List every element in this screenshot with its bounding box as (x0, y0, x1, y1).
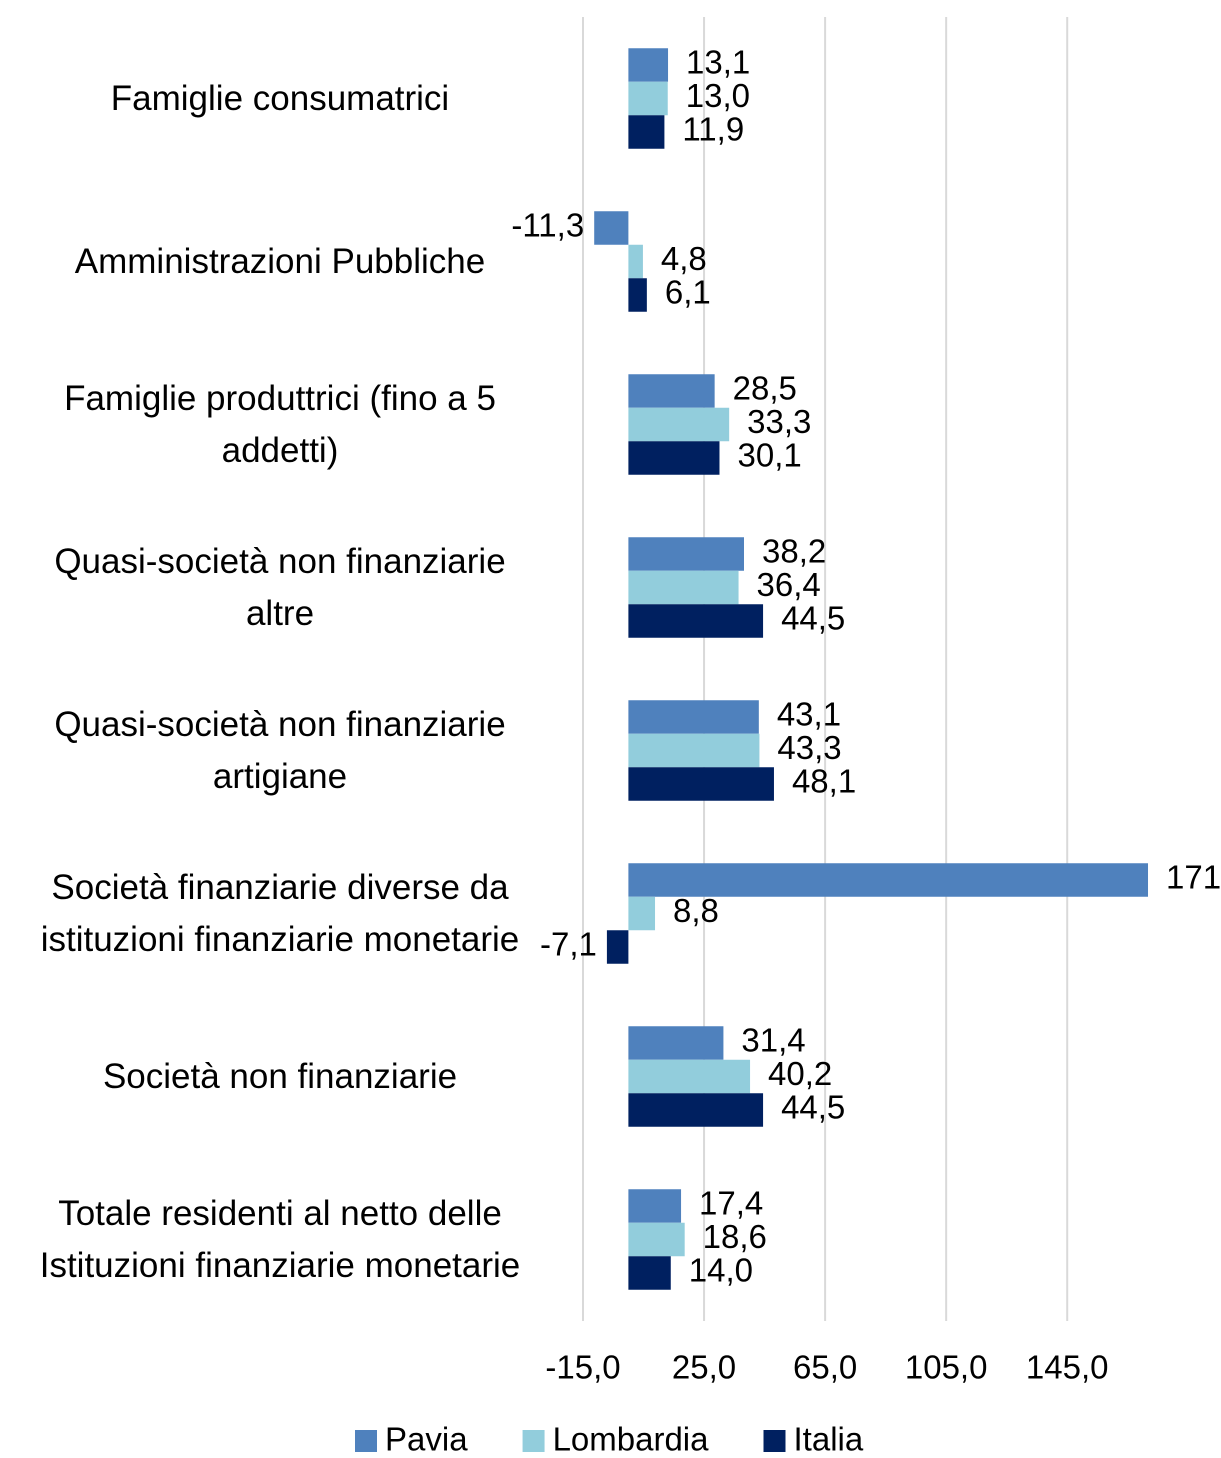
legend-swatch (522, 1430, 545, 1452)
category-label: Totale residenti al netto delle Istituzi… (39, 1193, 521, 1285)
data-label: 13,0 (686, 77, 750, 114)
x-tick-label: 145,0 (1026, 1349, 1109, 1386)
bar (628, 374, 715, 408)
category-label: Amministrazioni Pubbliche (74, 241, 486, 281)
bar (628, 115, 665, 149)
data-label: 44,5 (781, 600, 845, 637)
legend-label: Pavia (385, 1421, 468, 1458)
data-label: 28,5 (733, 370, 797, 407)
bar (628, 537, 744, 571)
data-label: 44,5 (781, 1089, 845, 1126)
data-label: 4,8 (661, 240, 707, 277)
bar (628, 81, 668, 116)
data-label: 33,3 (747, 403, 811, 440)
data-label: 43,3 (777, 729, 841, 766)
data-label: 6,1 (665, 274, 711, 311)
data-label: 31,4 (741, 1022, 805, 1059)
data-label: 36,4 (757, 566, 821, 603)
legend-label: Lombardia (553, 1421, 710, 1458)
data-label: 11,9 (682, 111, 744, 148)
legend-label: Italia (794, 1421, 864, 1458)
category-label: Famiglie produttrici (fino a 5 addetti) (64, 378, 496, 470)
bar (628, 441, 720, 475)
category-label: Famiglie consumatrici (110, 78, 450, 118)
bar (628, 570, 739, 605)
data-label: 43,1 (777, 696, 841, 733)
data-label: 40,2 (768, 1055, 832, 1092)
bar (628, 1059, 751, 1094)
data-label: 8,8 (673, 892, 719, 929)
bar (628, 733, 760, 768)
x-tick-label: 105,0 (905, 1349, 988, 1386)
bar (628, 244, 643, 279)
bar (628, 1256, 671, 1290)
bar (628, 1189, 682, 1223)
category-label: Società non finanziarie (102, 1056, 458, 1096)
bar (628, 48, 669, 82)
data-label: 48,1 (792, 763, 856, 800)
data-label: 38,2 (762, 533, 826, 570)
bar (628, 1026, 724, 1060)
data-label: 18,6 (703, 1218, 767, 1255)
data-label: 13,1 (686, 44, 750, 81)
data-label: 17,4 (699, 1185, 763, 1222)
bar (628, 278, 647, 312)
bar (628, 407, 730, 442)
x-tick-label: -15,0 (545, 1349, 620, 1386)
bar (628, 767, 774, 801)
bar (628, 700, 759, 734)
category-label: Società finanziarie diverse da istituzio… (40, 867, 520, 959)
bar (628, 604, 764, 638)
data-label: 30,1 (737, 437, 801, 474)
category-label: Quasi-società non finanziarie altre (54, 541, 506, 633)
bar (628, 863, 1149, 897)
data-label: -7,1 (540, 926, 597, 963)
x-tick-label: 65,0 (793, 1349, 857, 1386)
legend-swatch (355, 1430, 377, 1452)
bar (628, 1093, 764, 1127)
data-label: 171,7 (1166, 859, 1221, 896)
data-label: -11,3 (511, 207, 584, 244)
legend-swatch (763, 1430, 786, 1452)
bar (628, 1222, 685, 1257)
bar (628, 896, 656, 931)
x-tick-label: 25,0 (672, 1349, 736, 1386)
bar (606, 930, 629, 964)
bar (594, 211, 629, 245)
category-label: Quasi-società non finanziarie artigiane (54, 704, 506, 796)
data-label: 14,0 (689, 1252, 753, 1289)
